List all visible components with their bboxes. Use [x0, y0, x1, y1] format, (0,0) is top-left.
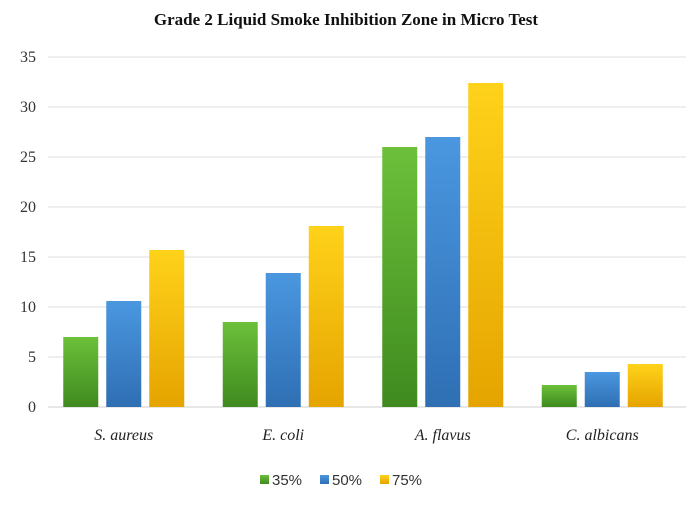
bar-50pct-0	[106, 301, 142, 407]
x-tick-label: C. albicans	[566, 427, 639, 444]
bar-75pct-0	[149, 250, 185, 407]
bar-75pct-2	[468, 83, 504, 407]
bars	[63, 83, 663, 407]
legend: 35% 50% 75%	[260, 472, 422, 489]
x-tick-label: A. flavus	[414, 427, 471, 444]
bar-75pct-1	[308, 226, 344, 407]
y-tick-label: 10	[20, 299, 36, 316]
bar-75pct-3	[627, 364, 663, 407]
y-tick-label: 25	[20, 149, 36, 166]
x-axis: S. aureus E. coli A. flavus C. albicans	[94, 427, 638, 444]
legend-label: 50%	[332, 472, 362, 489]
legend-label: 35%	[272, 472, 302, 489]
y-tick-label: 35	[20, 49, 36, 66]
bar-35pct-2	[382, 147, 418, 407]
y-tick-label: 30	[20, 99, 36, 116]
y-tick-label: 0	[28, 399, 36, 416]
y-tick-label: 5	[28, 349, 36, 366]
bar-50pct-1	[265, 273, 301, 407]
legend-label: 75%	[392, 472, 422, 489]
bar-50pct-3	[584, 372, 620, 407]
bar-35pct-0	[63, 337, 99, 407]
y-tick-label: 20	[20, 199, 36, 216]
bar-50pct-2	[425, 137, 461, 407]
x-tick-label: E. coli	[261, 427, 304, 444]
chart-title: Grade 2 Liquid Smoke Inhibition Zone in …	[153, 10, 539, 29]
legend-swatch	[260, 475, 269, 484]
legend-swatch	[320, 475, 329, 484]
gridlines	[48, 56, 686, 408]
bar-35pct-3	[541, 385, 577, 407]
bar-35pct-1	[222, 322, 258, 407]
x-tick-label: S. aureus	[94, 427, 153, 444]
legend-swatch	[380, 475, 389, 484]
y-tick-label: 15	[20, 249, 36, 266]
y-axis: 0 5 10 15 20 25 30 35	[20, 49, 36, 416]
